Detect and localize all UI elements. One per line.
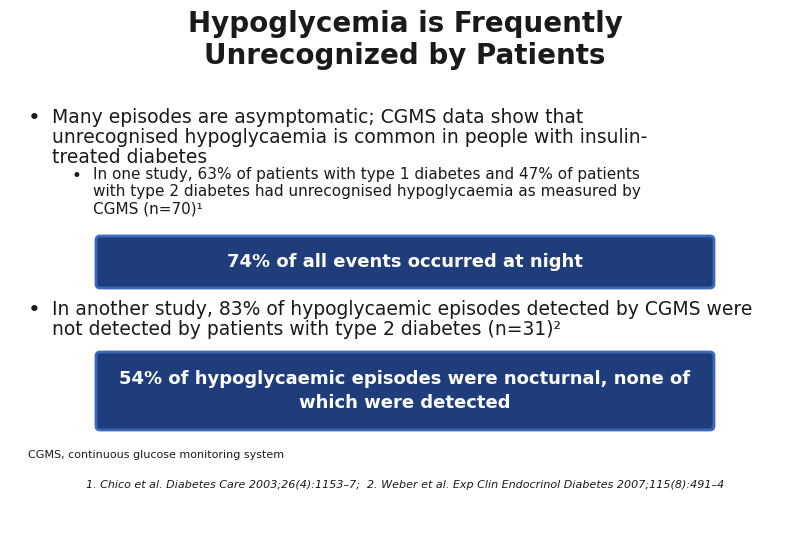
Text: treated diabetes: treated diabetes bbox=[52, 148, 207, 167]
Text: CGMS (n=70)¹: CGMS (n=70)¹ bbox=[93, 201, 202, 216]
Text: 1. Chico et al. Diabetes Care 2003;26(4):1153–7;  2. Weber et al. Exp Clin Endoc: 1. Chico et al. Diabetes Care 2003;26(4)… bbox=[86, 480, 724, 490]
Text: with type 2 diabetes had unrecognised hypoglycaemia as measured by: with type 2 diabetes had unrecognised hy… bbox=[93, 184, 641, 199]
Text: In one study, 63% of patients with type 1 diabetes and 47% of patients: In one study, 63% of patients with type … bbox=[93, 167, 640, 182]
Text: •: • bbox=[28, 300, 40, 320]
FancyBboxPatch shape bbox=[96, 352, 714, 430]
FancyBboxPatch shape bbox=[96, 236, 714, 288]
Text: CGMS, continuous glucose monitoring system: CGMS, continuous glucose monitoring syst… bbox=[28, 450, 284, 460]
Text: In another study, 83% of hypoglycaemic episodes detected by CGMS were: In another study, 83% of hypoglycaemic e… bbox=[52, 300, 752, 319]
Text: unrecognised hypoglycaemia is common in people with insulin-: unrecognised hypoglycaemia is common in … bbox=[52, 128, 647, 147]
Text: •: • bbox=[72, 167, 82, 185]
Text: not detected by patients with type 2 diabetes (n=31)²: not detected by patients with type 2 dia… bbox=[52, 320, 561, 339]
Text: 54% of hypoglycaemic episodes were nocturnal, none of
which were detected: 54% of hypoglycaemic episodes were noctu… bbox=[119, 369, 691, 413]
Text: 74% of all events occurred at night: 74% of all events occurred at night bbox=[227, 253, 583, 271]
Text: Hypoglycemia is Frequently
Unrecognized by Patients: Hypoglycemia is Frequently Unrecognized … bbox=[188, 10, 622, 70]
Text: Many episodes are asymptomatic; CGMS data show that: Many episodes are asymptomatic; CGMS dat… bbox=[52, 108, 583, 127]
Text: •: • bbox=[28, 108, 40, 128]
